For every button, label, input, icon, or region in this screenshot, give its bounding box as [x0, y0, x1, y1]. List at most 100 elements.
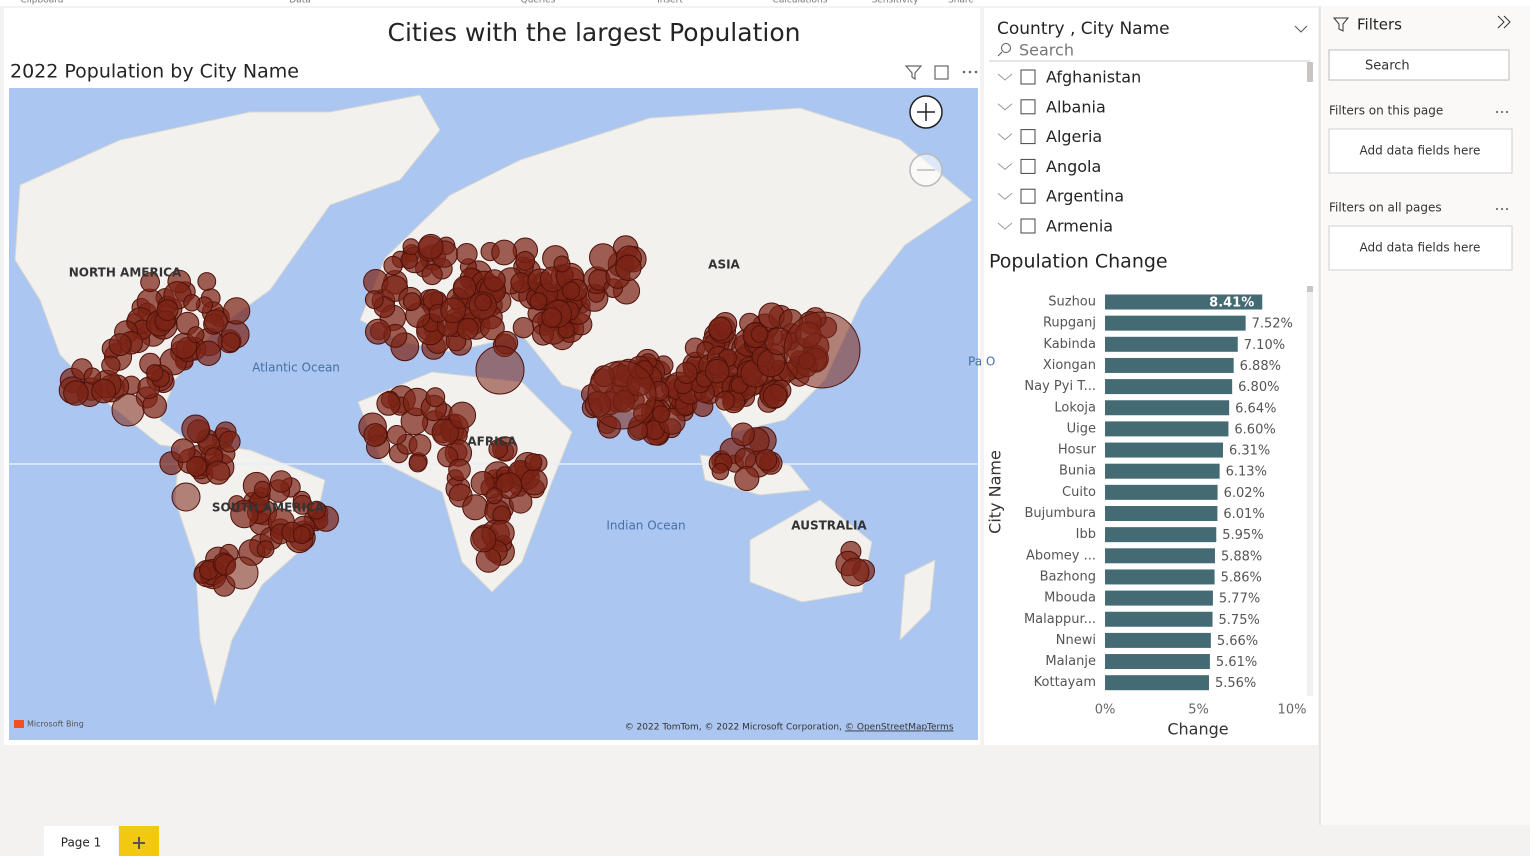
city-bubble: [675, 361, 698, 384]
expand-chevron[interactable]: [997, 103, 1013, 111]
more-dot[interactable]: [1501, 208, 1503, 210]
category-label: Malanje: [1045, 654, 1096, 669]
ribbon: [0, 0, 1530, 6]
slicer-item[interactable]: Angola: [1046, 157, 1101, 176]
ribbon-group: Queries: [521, 0, 556, 6]
city-bubble: [470, 526, 497, 553]
city-bubble: [204, 309, 228, 334]
chart-scrollbar[interactable]: [1307, 286, 1313, 696]
city-bubble: [462, 494, 489, 521]
slicer-scrollbar[interactable]: [1307, 62, 1313, 82]
map-label: NORTH AMERICA: [69, 266, 182, 280]
city-bubble: [197, 272, 217, 291]
osm-link[interactable]: © OpenStreetMap: [845, 723, 928, 733]
collapse-pane[interactable]: [1497, 15, 1511, 29]
map-label: ASIA: [708, 258, 740, 272]
city-bubble: [408, 454, 427, 473]
city-bubble: [520, 468, 548, 496]
slicer-item[interactable]: Algeria: [1046, 127, 1102, 146]
city-bubble: [495, 472, 523, 500]
city-bubble: [171, 482, 201, 512]
more-dot[interactable]: [1496, 111, 1498, 113]
value-label: 6.64%: [1235, 401, 1276, 416]
dot: [974, 70, 978, 74]
value-label: 6.60%: [1234, 422, 1275, 437]
value-label: 6.88%: [1240, 359, 1281, 374]
city-bubble: [186, 456, 208, 477]
drop-zone[interactable]: [1328, 225, 1513, 271]
page-tab-label[interactable]: Page 1: [61, 836, 102, 850]
checkbox[interactable]: [1020, 158, 1036, 174]
more-icon[interactable]: [962, 70, 978, 74]
filters-search-box[interactable]: [1328, 49, 1510, 81]
filter-icon[interactable]: [904, 65, 923, 81]
slicer-item[interactable]: Armenia: [1046, 217, 1113, 236]
category-label: Bazhong: [1040, 569, 1096, 584]
city-bubble: [63, 380, 89, 406]
city-bubble: [470, 471, 495, 496]
more-dot[interactable]: [1501, 111, 1503, 113]
map-label: Pa O: [968, 355, 995, 369]
expand-chevron[interactable]: [997, 192, 1013, 200]
expand-chevron[interactable]: [997, 222, 1013, 230]
checkbox[interactable]: [1020, 218, 1036, 234]
city-bubble: [408, 434, 432, 457]
slicer-item[interactable]: Argentina: [1046, 187, 1124, 206]
category-label: Hosur: [1058, 443, 1097, 458]
category-label: Nay Pyi T...: [1024, 379, 1096, 394]
expand-chevron[interactable]: [997, 133, 1013, 141]
category-label: Malappur...: [1024, 612, 1096, 627]
value-label: 6.01%: [1223, 507, 1264, 522]
checkbox[interactable]: [1020, 129, 1036, 145]
expand-chevron[interactable]: [997, 163, 1013, 171]
bar: [1105, 569, 1215, 585]
city-bubble: [485, 487, 503, 505]
more-dot[interactable]: [1496, 208, 1498, 210]
category-label: Kabinda: [1043, 337, 1096, 352]
slicer-chevron[interactable]: [1294, 25, 1308, 33]
checkbox[interactable]: [1020, 99, 1036, 115]
city-bubble: [553, 255, 571, 273]
city-bubble: [187, 326, 205, 344]
more-dot[interactable]: [1506, 208, 1508, 210]
checkbox[interactable]: [1020, 69, 1036, 85]
bar: [1105, 590, 1213, 606]
visual-header-icons: [904, 65, 949, 81]
city-bubble: [365, 318, 391, 345]
terms-link[interactable]: Terms: [926, 723, 954, 733]
drop-zone[interactable]: [1328, 128, 1513, 174]
more-dot[interactable]: [1506, 111, 1508, 113]
ribbon-groups: Clipboard Data Queries Insert Calculations Se…: [21, 0, 975, 6]
drop-zone-label: Add data fields here: [1360, 144, 1481, 158]
x-tick-label: 0%: [1095, 703, 1116, 718]
category-label: Lokoja: [1054, 400, 1096, 415]
value-label: 6.13%: [1226, 465, 1267, 480]
city-bubble: [425, 387, 446, 408]
page-tabs-bar: [0, 825, 1530, 856]
filters-search[interactable]: Search: [1365, 59, 1410, 74]
bar-chart: Suzhou 8.41% Rupganj 7.52% Kabinda 7.10% Xiong…: [1024, 294, 1306, 718]
map-label: Atlantic Ocean: [252, 361, 340, 375]
checkbox[interactable]: [1020, 188, 1036, 204]
slicer-item[interactable]: Albania: [1046, 97, 1106, 116]
city-bubble: [376, 391, 401, 416]
category-label: Bunia: [1059, 464, 1096, 479]
expand-chevron[interactable]: [997, 73, 1013, 81]
page-tab[interactable]: [44, 826, 118, 856]
value-label: 5.77%: [1219, 592, 1260, 607]
slicer-item[interactable]: Afghanistan: [1046, 68, 1141, 87]
city-bubble: [83, 367, 102, 385]
city-bubble: [418, 233, 444, 260]
city-bubble: [456, 317, 479, 340]
city-bubble: [181, 414, 210, 444]
dot: [962, 70, 966, 74]
bar: [1105, 506, 1218, 521]
focus-icon[interactable]: [934, 65, 949, 80]
city-bubble: [307, 500, 327, 520]
chart-scroll-thumb[interactable]: [1307, 286, 1313, 292]
slicer-search[interactable]: Search: [1019, 41, 1074, 60]
bar: [1105, 654, 1210, 670]
category-label: Kottayam: [1034, 675, 1096, 690]
bar: [1105, 357, 1234, 373]
ribbon-group: Share: [948, 0, 974, 6]
